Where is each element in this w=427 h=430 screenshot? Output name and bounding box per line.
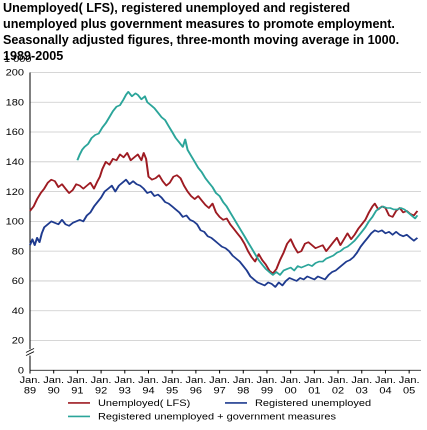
x-tick-label: 99 <box>261 386 274 396</box>
x-tick-label: Jan. <box>209 376 230 386</box>
axes <box>25 72 421 371</box>
x-tick-label: Jan. <box>375 376 396 386</box>
x-tick-label: 00 <box>285 386 298 396</box>
gridlines <box>30 72 421 341</box>
x-tick-label: 96 <box>190 386 203 396</box>
y-tick-label: 0 <box>18 366 25 376</box>
y-tick-label: 80 <box>12 247 25 257</box>
y-tick-label: 200 <box>6 69 25 79</box>
legend-label: Registered unemployed + government measu… <box>98 413 336 423</box>
x-tick-label: Jan. <box>91 376 112 386</box>
x-axis-ticks: Jan.89Jan.90Jan.91Jan.92Jan.93Jan.94Jan.… <box>20 370 420 396</box>
x-tick-label: 03 <box>356 386 369 396</box>
x-tick-label: Jan. <box>185 376 206 386</box>
x-tick-label: 95 <box>166 386 179 396</box>
y-tick-label: 40 <box>12 307 25 317</box>
x-tick-label: Jan. <box>328 376 349 386</box>
y-tick-label: 60 <box>12 277 25 287</box>
chart-title: Unemployed( LFS), registered unemployed … <box>3 0 425 64</box>
x-tick-label: 92 <box>95 386 108 396</box>
x-tick-label: 04 <box>379 386 392 396</box>
x-tick-label: Jan. <box>280 376 301 386</box>
x-tick-label: 93 <box>119 386 132 396</box>
x-tick-label: 02 <box>332 386 345 396</box>
x-tick-label: Jan. <box>257 376 278 386</box>
y-tick-label: 140 <box>6 158 25 168</box>
y-tick-label: 180 <box>6 98 25 108</box>
x-tick-label: Jan. <box>138 376 159 386</box>
series-line <box>76 91 419 276</box>
y-tick-label: 120 <box>6 188 25 198</box>
axis-break-mark <box>25 351 35 356</box>
x-tick-label: Jan. <box>304 376 325 386</box>
x-tick-label: Jan. <box>399 376 420 386</box>
x-tick-label: 98 <box>237 386 250 396</box>
y-tick-label: 20 <box>12 337 25 347</box>
x-tick-label: Jan. <box>233 376 254 386</box>
y-tick-label: 160 <box>6 128 25 138</box>
chart-title-line: Unemployed( LFS), registered unemployed … <box>3 1 351 15</box>
x-tick-label: 94 <box>142 386 155 396</box>
y-tick-label: 100 <box>6 218 25 228</box>
x-tick-label: 91 <box>71 386 84 396</box>
x-tick-label: Jan. <box>20 376 41 386</box>
legend-label: Unemployed( LFS) <box>98 399 190 409</box>
x-tick-label: 97 <box>213 386 226 396</box>
y-unit-label: 1 000 <box>4 55 32 65</box>
chart-title-line: Seasonally adjusted figures, three-month… <box>3 33 400 47</box>
x-tick-label: 05 <box>403 386 416 396</box>
x-tick-label: Jan. <box>114 376 135 386</box>
x-tick-label: Jan. <box>43 376 64 386</box>
axis-break-mask <box>26 349 34 356</box>
legend-label: Registered unemployed <box>255 399 371 409</box>
series-line <box>29 152 419 275</box>
x-tick-label: 01 <box>308 386 321 396</box>
chart-title-line: unemployed plus government measures to p… <box>3 17 395 31</box>
x-tick-label: 90 <box>48 386 61 396</box>
x-tick-label: Jan. <box>162 376 183 386</box>
x-tick-label: Jan. <box>351 376 372 386</box>
x-tick-label: 89 <box>24 386 37 396</box>
series-lines <box>29 91 419 288</box>
series-line <box>29 178 419 288</box>
axis-break-mark <box>25 348 35 353</box>
x-tick-label: Jan. <box>67 376 88 386</box>
chart-title-line: 1989-2005 <box>3 49 64 63</box>
y-axis-ticks: 0 20 40 60 80 100 120 140 160 180 200 <box>6 69 25 377</box>
legend: Unemployed( LFS) Registered unemployed Reg… <box>68 399 371 422</box>
